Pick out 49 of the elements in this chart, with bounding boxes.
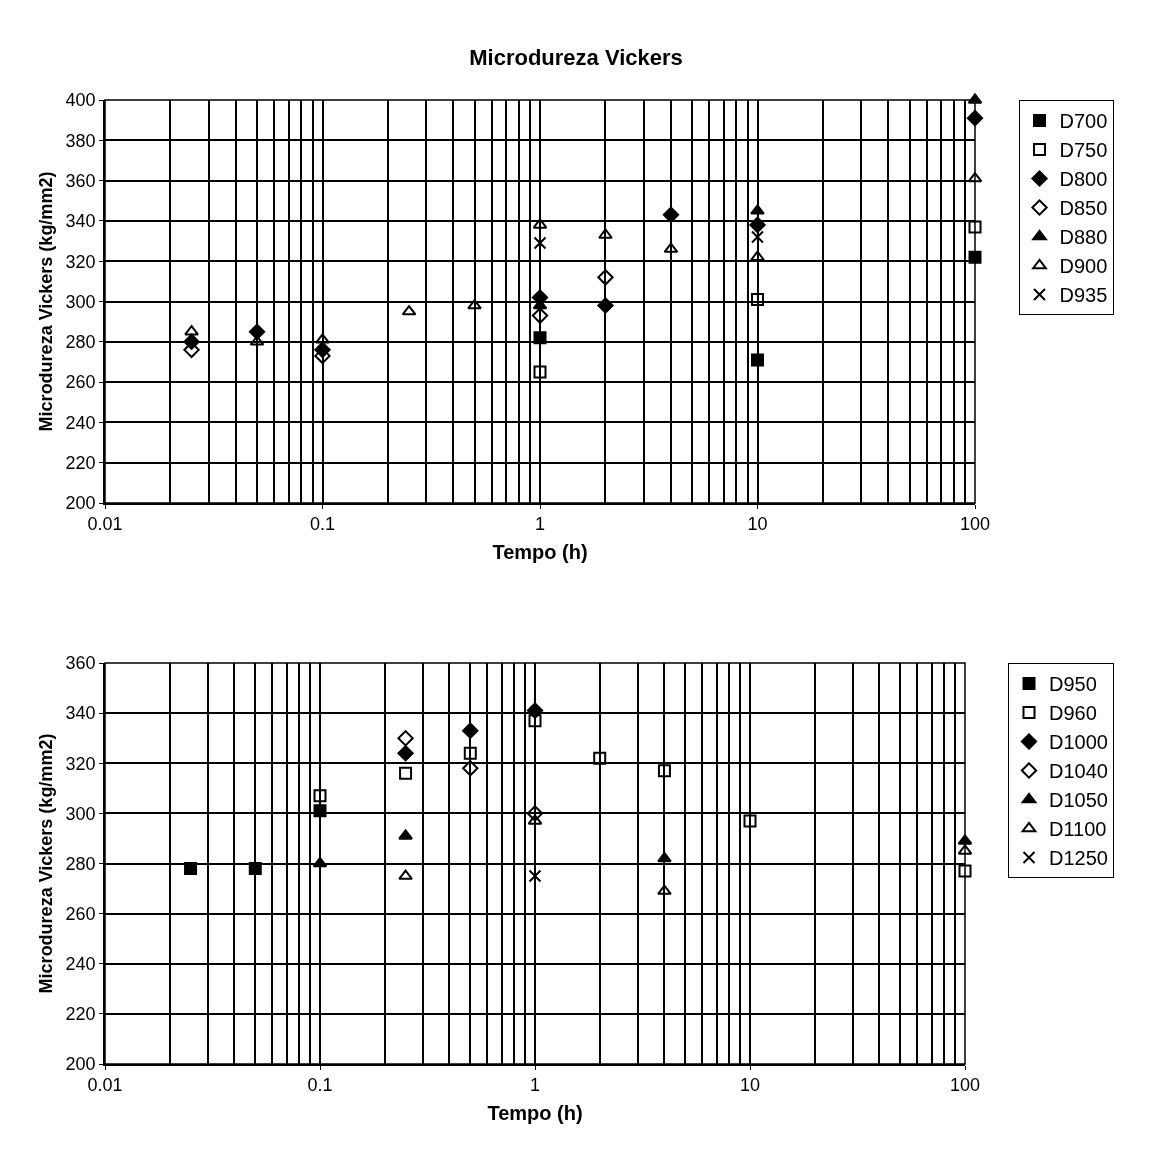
legend-label: D850 (1059, 197, 1108, 220)
legend-label: D750 (1059, 139, 1108, 162)
y-tick-label: 260 (65, 372, 96, 393)
chart-title: Microdureza Vickers (469, 45, 683, 71)
legend-label: D1000 (1049, 731, 1108, 754)
x-tick-label: 100 (959, 514, 991, 535)
legend-label: D935 (1059, 284, 1108, 307)
x-axis-title: Tempo (h) (487, 1102, 583, 1125)
legend-label: D800 (1059, 168, 1108, 191)
legend-label: D1100 (1049, 818, 1107, 841)
y-tick-label: 380 (65, 130, 96, 151)
y-tick-label: 320 (65, 251, 96, 272)
y-tick-label: 200 (65, 493, 96, 514)
legend-label: D1040 (1049, 760, 1108, 783)
x-tick-label: 1 (529, 1075, 541, 1096)
y-axis-title: Microdureza Vickers (kg/mm2) (36, 171, 57, 432)
legend-label: D1050 (1049, 789, 1108, 812)
x-tick-label: 10 (747, 514, 768, 535)
y-tick-label: 300 (65, 803, 96, 824)
x-tick-label: 0.1 (309, 514, 336, 535)
x-tick-label: 0.01 (87, 1075, 123, 1096)
y-tick-label: 280 (65, 332, 96, 353)
legend-label: D950 (1049, 673, 1097, 696)
x-tick-label: 0.1 (307, 1075, 333, 1096)
y-tick-label: 340 (65, 703, 96, 724)
y-tick-label: 220 (65, 1004, 96, 1025)
y-axis-title: Microdureza Vickers (kg/mm2) (36, 733, 57, 994)
legend-label: D880 (1059, 226, 1108, 249)
y-tick-label: 360 (65, 653, 96, 674)
legend-label: D900 (1059, 255, 1108, 278)
x-tick-label: 0.01 (87, 514, 123, 535)
y-tick-label: 360 (65, 170, 96, 191)
x-tick-label: 100 (949, 1075, 981, 1096)
y-tick-label: 300 (65, 291, 96, 312)
y-tick-label: 260 (65, 903, 96, 924)
legend-label: D1250 (1049, 847, 1108, 870)
y-tick-label: 220 (65, 453, 96, 473)
legend-label: D700 (1059, 110, 1108, 133)
y-tick-label: 340 (65, 211, 96, 232)
y-tick-label: 240 (65, 954, 96, 975)
y-tick-label: 400 (65, 90, 96, 111)
x-tick-label: 10 (739, 1075, 761, 1096)
x-axis-title: Tempo (h) (492, 541, 588, 564)
x-tick-label: 1 (534, 514, 546, 535)
y-tick-label: 200 (65, 1054, 96, 1075)
y-tick-label: 280 (65, 853, 96, 874)
legend-label: D960 (1049, 702, 1097, 725)
y-tick-label: 240 (65, 412, 96, 433)
y-tick-label: 320 (65, 753, 96, 774)
